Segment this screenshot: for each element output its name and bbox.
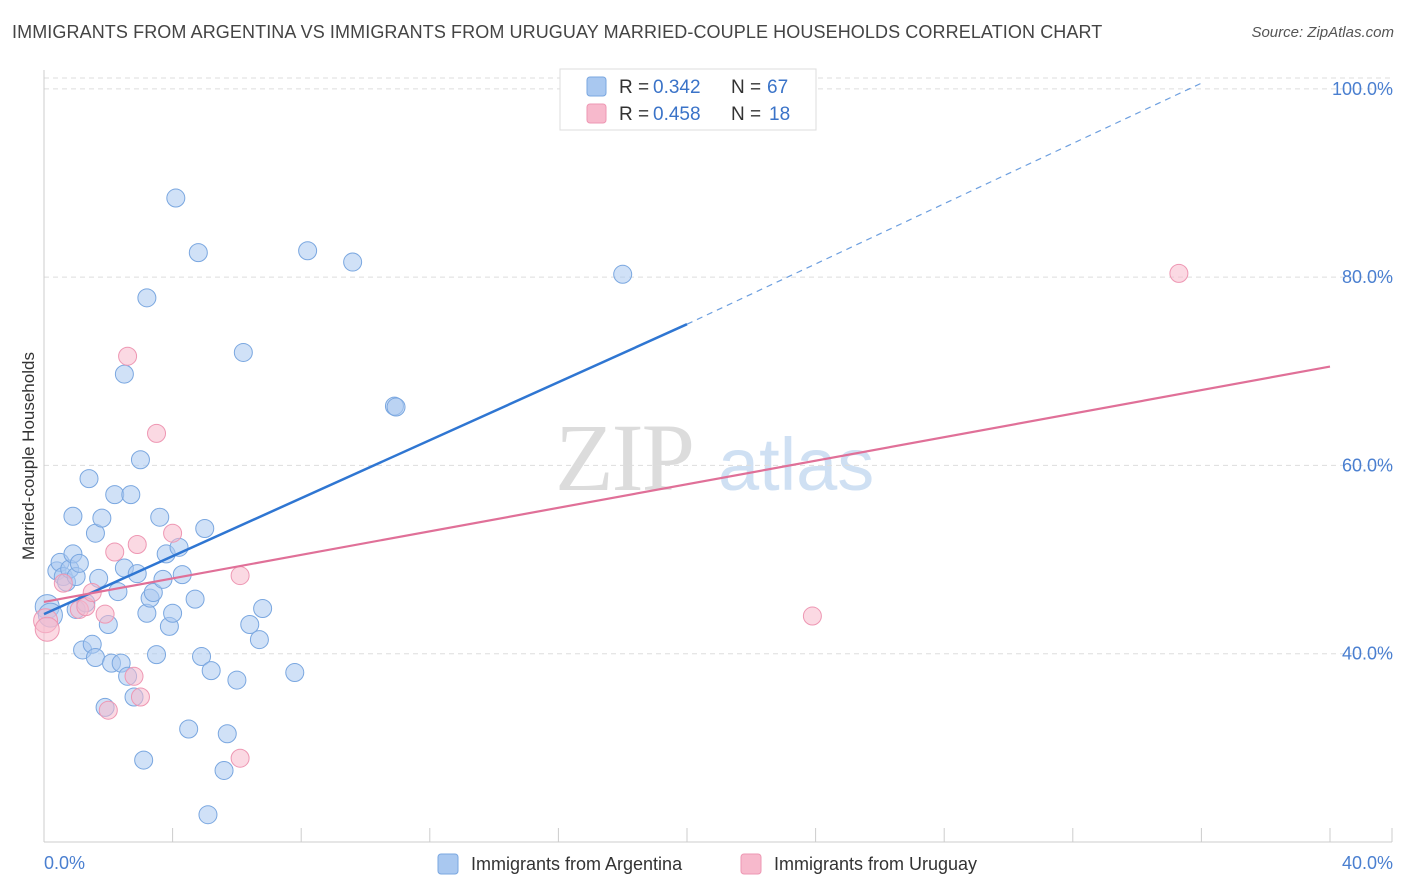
y-tick-label-100: 100.0% <box>1332 79 1393 99</box>
argentina-point-58 <box>240 615 260 635</box>
legend-n-label-argentina: N = <box>731 77 761 98</box>
argentina-trend-line <box>43 323 688 616</box>
legend-swatch-argentina <box>586 76 607 97</box>
argentina-point-44 <box>166 188 186 208</box>
watermark-zip: ZIP <box>555 404 693 511</box>
legend-swatch-uruguay <box>586 103 607 124</box>
argentina-point-33 <box>134 750 154 770</box>
argentina-point-19 <box>92 508 112 528</box>
argentina-point-51 <box>195 518 215 538</box>
uruguay-point-15 <box>230 566 250 586</box>
series-uruguay-points <box>33 263 1189 768</box>
argentina-point-14 <box>79 469 99 489</box>
argentina-point-63 <box>343 252 363 272</box>
uruguay-point-9 <box>118 346 138 366</box>
argentina-trend-extension <box>686 82 1202 325</box>
argentina-point-52 <box>198 805 218 825</box>
argentina-point-59 <box>249 630 269 650</box>
uruguay-point-8 <box>105 542 125 562</box>
argentina-point-57 <box>233 342 253 362</box>
grid <box>44 77 1392 655</box>
legend-n-value-argentina: 67 <box>767 77 788 98</box>
source-credit: Source: ZipAtlas.com <box>1251 24 1394 41</box>
uruguay-point-14 <box>163 523 183 543</box>
legend-n-label-uruguay: N = <box>731 104 761 125</box>
y-tick-labels: 40.0% 60.0% 80.0% 100.0% <box>1332 79 1393 664</box>
legend-r-label-argentina: R = <box>619 77 649 98</box>
argentina-point-37 <box>143 583 163 603</box>
watermark: ZIP atlas <box>555 404 874 511</box>
uruguay-trend-line <box>43 365 1331 604</box>
argentina-point-16 <box>85 647 105 667</box>
correlation-legend: R = 0.342 N = 67 R = 0.458 N = 18 <box>559 68 817 131</box>
argentina-point-62 <box>298 241 318 261</box>
uruguay-point-6 <box>95 604 115 624</box>
legend-r-value-uruguay: 0.458 <box>653 104 701 125</box>
uruguay-point-12 <box>130 687 150 707</box>
chart-title: IMMIGRANTS FROM ARGENTINA VS IMMIGRANTS … <box>12 22 1103 42</box>
uruguay-point-7 <box>98 700 118 720</box>
argentina-point-38 <box>147 645 167 665</box>
argentina-point-29 <box>121 485 141 505</box>
legend-r-value-argentina: 0.342 <box>653 77 701 98</box>
argentina-point-47 <box>179 719 199 739</box>
y-axis-title: Married-couple Households <box>19 352 38 560</box>
uruguay-point-11 <box>127 534 147 554</box>
y-tick-label-80: 80.0% <box>1342 267 1393 287</box>
series-legend-label-argentina: Immigrants from Argentina <box>471 854 683 874</box>
uruguay-point-17 <box>802 606 822 626</box>
argentina-point-53 <box>201 661 221 681</box>
series-legend-label-uruguay: Immigrants from Uruguay <box>774 854 977 874</box>
y-tick-label-40: 40.0% <box>1342 644 1393 664</box>
argentina-point-56 <box>227 670 247 690</box>
x-tick-label-min: 0.0% <box>44 853 85 873</box>
argentina-point-11 <box>69 553 89 573</box>
uruguay-point-2 <box>53 573 73 593</box>
argentina-point-50 <box>192 647 212 667</box>
uruguay-point-1 <box>34 616 60 642</box>
x-tick-label-max: 40.0% <box>1342 853 1393 873</box>
series-argentina-points <box>34 188 633 825</box>
argentina-point-49 <box>188 243 208 263</box>
trend-lines <box>43 82 1331 616</box>
argentina-point-65 <box>386 397 406 417</box>
series-legend: Immigrants from Argentina Immigrants fro… <box>437 853 977 875</box>
argentina-point-43 <box>163 603 183 623</box>
series-legend-swatch-argentina <box>437 853 459 875</box>
uruguay-point-13 <box>147 423 167 443</box>
argentina-point-55 <box>217 724 237 744</box>
argentina-point-27 <box>114 364 134 384</box>
argentina-point-60 <box>253 599 273 619</box>
legend-r-label-uruguay: R = <box>619 104 649 125</box>
argentina-point-61 <box>285 663 305 683</box>
y-tick-label-60: 60.0% <box>1342 455 1393 475</box>
legend-n-value-uruguay: 18 <box>769 104 790 125</box>
argentina-point-66 <box>613 264 633 284</box>
series-legend-swatch-uruguay <box>740 853 762 875</box>
uruguay-point-18 <box>1169 263 1189 283</box>
argentina-point-32 <box>130 450 150 470</box>
argentina-point-54 <box>214 760 234 780</box>
argentina-point-24 <box>108 582 128 602</box>
axes <box>43 70 1392 843</box>
argentina-point-23 <box>105 485 125 505</box>
uruguay-point-10 <box>124 666 144 686</box>
x-ticks <box>43 828 1393 842</box>
uruguay-point-16 <box>230 748 250 768</box>
argentina-point-7 <box>63 506 83 526</box>
argentina-point-39 <box>150 507 170 527</box>
argentina-point-48 <box>185 589 205 609</box>
argentina-point-34 <box>137 288 157 308</box>
